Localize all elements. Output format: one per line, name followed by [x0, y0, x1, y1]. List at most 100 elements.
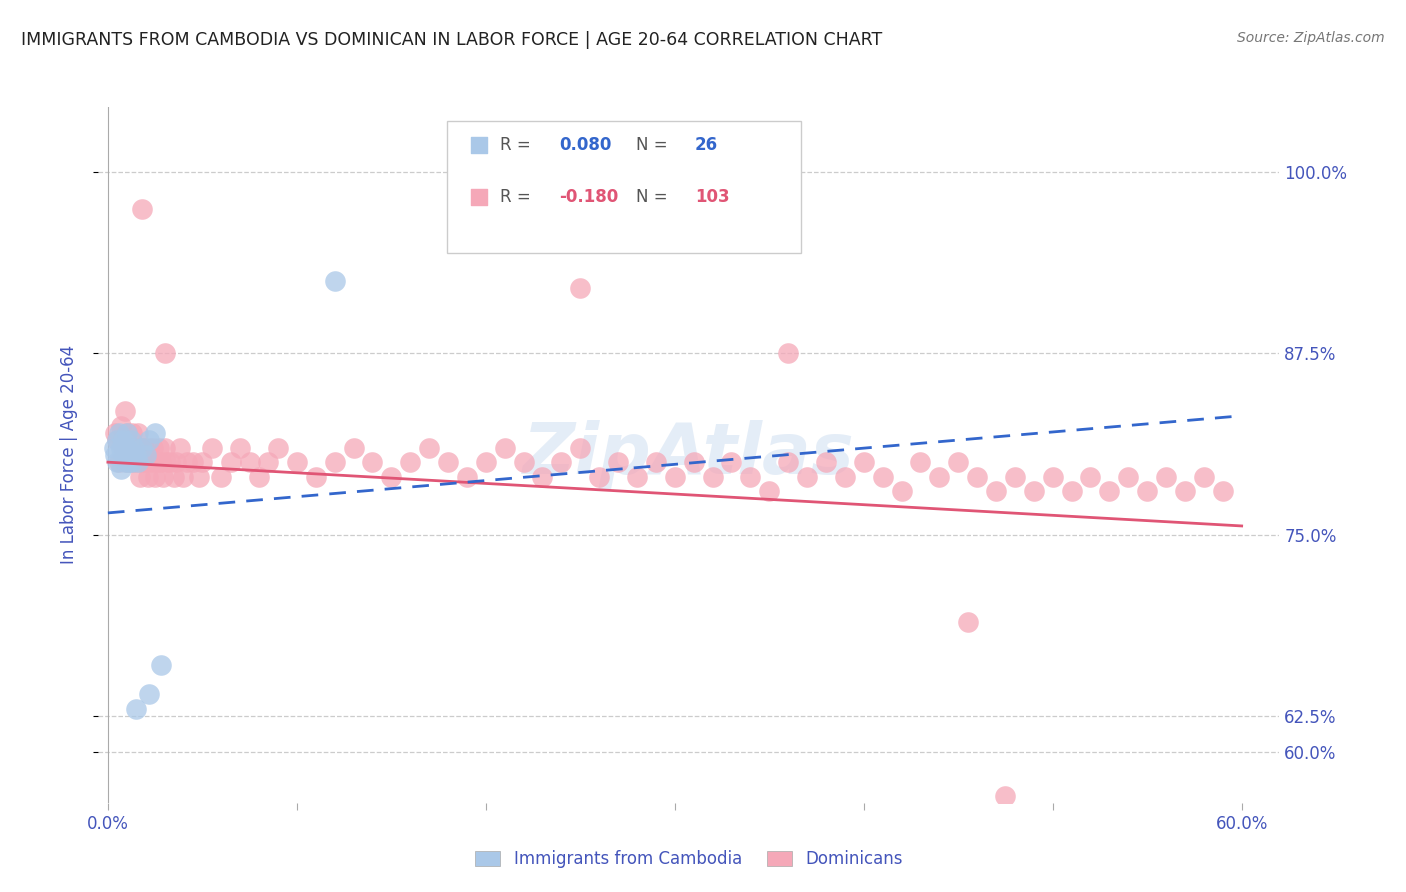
Point — [169, 441, 191, 455]
Point — [323, 274, 346, 288]
Point — [814, 455, 837, 469]
Point — [664, 469, 686, 483]
Point — [285, 455, 308, 469]
Point — [219, 455, 242, 469]
Point — [704, 244, 727, 259]
Point — [115, 441, 138, 455]
Point — [607, 455, 630, 469]
Point — [104, 448, 127, 462]
Point — [110, 441, 132, 455]
Point — [834, 469, 856, 483]
FancyBboxPatch shape — [447, 121, 801, 253]
Legend: Immigrants from Cambodia, Dominicans: Immigrants from Cambodia, Dominicans — [468, 843, 910, 874]
Point — [155, 455, 177, 469]
Point — [143, 469, 166, 483]
Point — [569, 441, 592, 455]
Text: Source: ZipAtlas.com: Source: ZipAtlas.com — [1237, 31, 1385, 45]
Point — [1042, 469, 1064, 483]
Point — [115, 426, 138, 441]
Point — [138, 441, 160, 455]
Point — [115, 455, 138, 469]
Point — [108, 455, 131, 469]
Point — [1060, 484, 1083, 499]
Point — [1116, 469, 1139, 483]
Point — [131, 441, 153, 455]
Point — [1136, 484, 1159, 499]
Point — [201, 441, 224, 455]
Point — [138, 687, 160, 701]
Point — [105, 434, 128, 448]
Text: R =: R = — [501, 136, 536, 154]
Text: ZipAtlas: ZipAtlas — [523, 420, 855, 490]
Text: 26: 26 — [695, 136, 718, 154]
Point — [305, 469, 328, 483]
Point — [135, 448, 157, 462]
Point — [494, 441, 516, 455]
Point — [994, 789, 1017, 803]
Point — [132, 441, 155, 455]
Point — [418, 441, 440, 455]
Point — [512, 455, 534, 469]
Point — [131, 455, 153, 469]
Point — [172, 469, 194, 483]
Point — [239, 455, 262, 469]
Point — [105, 434, 128, 448]
Point — [153, 441, 176, 455]
Point — [136, 469, 159, 483]
Point — [1004, 469, 1026, 483]
Point — [380, 469, 402, 483]
Point — [124, 441, 146, 455]
Text: N =: N = — [636, 188, 672, 206]
Point — [361, 455, 384, 469]
Point — [111, 448, 134, 462]
Point — [1022, 484, 1045, 499]
Point — [550, 455, 572, 469]
Point — [110, 419, 132, 434]
Point — [124, 441, 146, 455]
Point — [146, 455, 169, 469]
Point — [720, 455, 742, 469]
Point — [778, 455, 800, 469]
Point — [267, 441, 290, 455]
Point — [153, 346, 176, 360]
Point — [456, 469, 478, 483]
Point — [111, 434, 134, 448]
Point — [131, 441, 153, 455]
Text: R =: R = — [501, 188, 536, 206]
Point — [114, 404, 136, 418]
Point — [342, 441, 364, 455]
Point — [191, 455, 214, 469]
Point — [588, 469, 610, 483]
Point — [141, 455, 163, 469]
Point — [125, 701, 148, 715]
Point — [121, 455, 143, 469]
Point — [984, 484, 1007, 499]
Point — [142, 441, 165, 455]
Point — [110, 462, 132, 476]
Point — [176, 455, 198, 469]
Point — [118, 441, 141, 455]
Point — [105, 455, 128, 469]
Point — [149, 658, 172, 673]
Point — [127, 455, 149, 469]
Point — [104, 426, 127, 441]
Point — [778, 346, 800, 360]
Point — [1154, 469, 1177, 483]
Point — [187, 469, 209, 483]
Point — [682, 455, 704, 469]
Point — [704, 353, 727, 368]
Point — [852, 455, 875, 469]
Point — [159, 455, 181, 469]
Point — [148, 441, 170, 455]
Point — [740, 469, 762, 483]
Point — [163, 469, 186, 483]
Point — [626, 469, 648, 483]
Point — [948, 455, 970, 469]
Text: -0.180: -0.180 — [560, 188, 619, 206]
Text: 103: 103 — [695, 188, 730, 206]
Point — [229, 441, 252, 455]
Point — [323, 455, 346, 469]
Point — [111, 441, 134, 455]
Point — [127, 426, 149, 441]
Point — [152, 469, 174, 483]
